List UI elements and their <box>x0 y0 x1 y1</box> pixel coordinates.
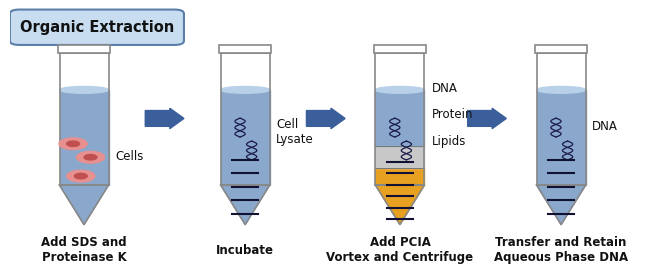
Ellipse shape <box>220 86 270 93</box>
Polygon shape <box>537 185 586 225</box>
Bar <box>537 53 586 185</box>
Text: Lipids: Lipids <box>432 135 466 148</box>
Text: DNA: DNA <box>432 82 458 95</box>
Text: Add PCIA
Vortex and Centrifuge: Add PCIA Vortex and Centrifuge <box>327 236 474 265</box>
Text: Protein: Protein <box>432 108 474 121</box>
Circle shape <box>67 141 79 147</box>
Bar <box>375 168 424 185</box>
FancyBboxPatch shape <box>10 10 184 45</box>
Bar <box>537 90 586 185</box>
Ellipse shape <box>537 86 586 93</box>
Circle shape <box>74 173 87 179</box>
Circle shape <box>67 170 95 182</box>
Text: Cells: Cells <box>115 150 144 163</box>
Text: DNA: DNA <box>592 120 617 133</box>
FancyArrow shape <box>145 108 184 129</box>
Bar <box>60 90 108 185</box>
FancyArrow shape <box>306 108 345 129</box>
Text: Incubate: Incubate <box>216 244 274 257</box>
Ellipse shape <box>375 86 424 93</box>
Bar <box>220 53 270 185</box>
Circle shape <box>76 151 105 163</box>
Bar <box>220 90 270 185</box>
Bar <box>375 147 424 168</box>
Bar <box>58 45 110 53</box>
Text: Add SDS and
Proteinase K: Add SDS and Proteinase K <box>41 236 127 265</box>
Ellipse shape <box>60 86 108 93</box>
Polygon shape <box>220 185 270 225</box>
Bar <box>375 53 424 185</box>
Text: Transfer and Retain
Aqueous Phase DNA: Transfer and Retain Aqueous Phase DNA <box>494 236 628 265</box>
Circle shape <box>59 138 87 150</box>
Bar <box>374 45 426 53</box>
Polygon shape <box>375 185 424 225</box>
Text: Organic Extraction: Organic Extraction <box>20 20 174 35</box>
Polygon shape <box>60 185 108 225</box>
Circle shape <box>84 155 97 160</box>
Bar <box>220 45 271 53</box>
Bar <box>535 45 587 53</box>
Bar <box>375 90 424 147</box>
Text: Cell
Lysate: Cell Lysate <box>276 118 314 146</box>
Bar <box>60 53 108 185</box>
FancyArrow shape <box>468 108 506 129</box>
